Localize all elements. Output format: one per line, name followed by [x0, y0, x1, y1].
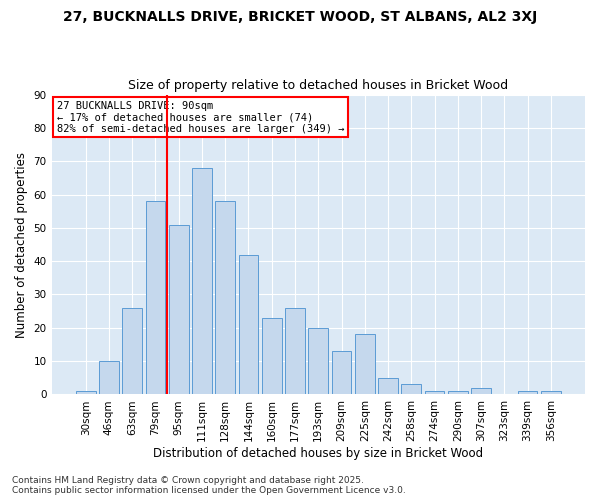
X-axis label: Distribution of detached houses by size in Bricket Wood: Distribution of detached houses by size … — [153, 447, 484, 460]
Bar — [308, 328, 328, 394]
Bar — [448, 391, 468, 394]
Bar — [285, 308, 305, 394]
Bar — [192, 168, 212, 394]
Bar — [122, 308, 142, 394]
Bar — [471, 388, 491, 394]
Bar — [99, 361, 119, 394]
Text: 27 BUCKNALLS DRIVE: 90sqm
← 17% of detached houses are smaller (74)
82% of semi-: 27 BUCKNALLS DRIVE: 90sqm ← 17% of detac… — [57, 100, 344, 134]
Text: 27, BUCKNALLS DRIVE, BRICKET WOOD, ST ALBANS, AL2 3XJ: 27, BUCKNALLS DRIVE, BRICKET WOOD, ST AL… — [63, 10, 537, 24]
Bar — [146, 201, 166, 394]
Bar — [425, 391, 445, 394]
Y-axis label: Number of detached properties: Number of detached properties — [15, 152, 28, 338]
Bar — [262, 318, 281, 394]
Text: Contains HM Land Registry data © Crown copyright and database right 2025.
Contai: Contains HM Land Registry data © Crown c… — [12, 476, 406, 495]
Bar — [518, 391, 538, 394]
Bar — [541, 391, 561, 394]
Bar — [169, 224, 188, 394]
Bar — [355, 334, 374, 394]
Bar — [378, 378, 398, 394]
Title: Size of property relative to detached houses in Bricket Wood: Size of property relative to detached ho… — [128, 79, 508, 92]
Bar — [239, 254, 259, 394]
Bar — [76, 391, 95, 394]
Bar — [401, 384, 421, 394]
Bar — [215, 201, 235, 394]
Bar — [332, 351, 352, 395]
